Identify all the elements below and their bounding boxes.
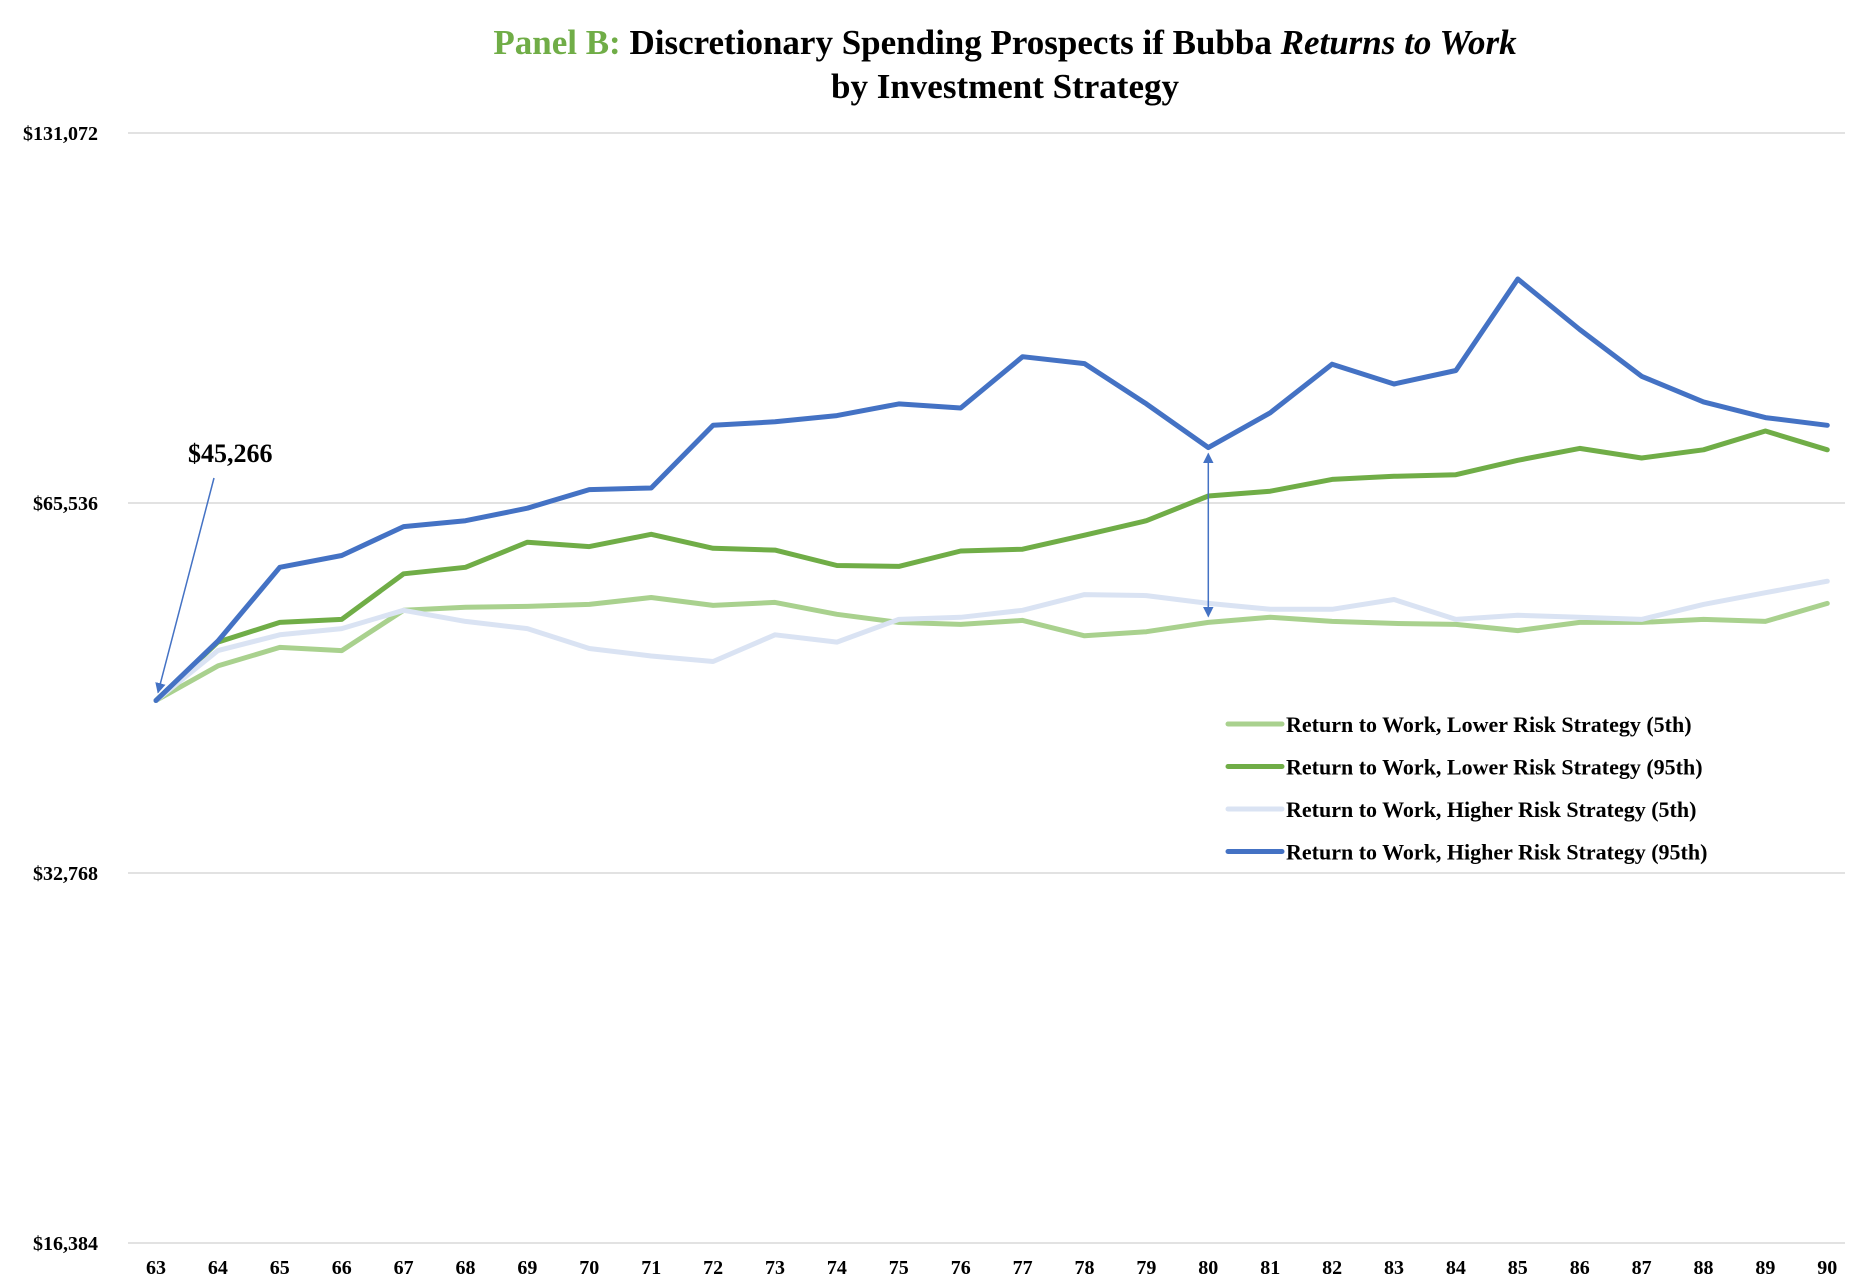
legend-label: Return to Work, Lower Risk Strategy (5th…	[1286, 712, 1692, 737]
annotation: $45,266	[155, 439, 1214, 694]
x-tick-label: 75	[889, 1257, 909, 1279]
legend-label: Return to Work, Higher Risk Strategy (5t…	[1286, 797, 1696, 822]
x-tick-label: 71	[641, 1257, 661, 1279]
x-tick-label: 72	[703, 1257, 723, 1279]
x-tick-label: 78	[1075, 1257, 1095, 1279]
x-tick-label: 70	[579, 1257, 599, 1279]
x-tick-label: 66	[332, 1257, 352, 1279]
y-axis: $16,384 $32,768 $65,536 $131,072	[23, 123, 98, 1255]
x-axis: 63 64 65 66 67 68 69 70 71 72 73 74 75 76 77 78 79 80 81 82…	[146, 1257, 1837, 1279]
x-tick-label: 77	[1013, 1257, 1033, 1279]
x-tick-label: 89	[1755, 1257, 1775, 1279]
x-tick-label: 67	[394, 1257, 414, 1279]
annotation-label: $45,266	[188, 439, 273, 468]
x-tick-label: 81	[1260, 1257, 1280, 1279]
x-tick-label: 86	[1570, 1257, 1590, 1279]
x-tick-label: 85	[1508, 1257, 1528, 1279]
gridlines	[128, 132, 1845, 1244]
series-line	[153, 595, 1830, 703]
x-tick-label: 63	[146, 1257, 166, 1279]
x-tick-label: 87	[1632, 1257, 1652, 1279]
x-tick-label: 82	[1322, 1257, 1342, 1279]
legend: Return to Work, Lower Risk Strategy (5th…	[1225, 712, 1707, 865]
legend-label: Return to Work, Higher Risk Strategy (95…	[1286, 840, 1707, 865]
title-panel-tag: Panel B:	[493, 23, 620, 62]
series-line	[153, 276, 1830, 703]
title-main-text: Discretionary Spending Prospects if Bubb…	[621, 23, 1281, 62]
series-line	[153, 428, 1830, 703]
x-tick-label: 69	[517, 1257, 537, 1279]
title-italic-text: Returns to Work	[1280, 23, 1518, 62]
x-tick-label: 65	[270, 1257, 290, 1279]
annotation-arrow	[155, 477, 215, 694]
x-tick-label: 76	[951, 1257, 971, 1279]
y-tick-label: $131,072	[23, 123, 98, 145]
x-tick-label: 88	[1694, 1257, 1714, 1279]
y-tick-label: $16,384	[33, 1233, 98, 1255]
x-tick-label: 80	[1198, 1257, 1218, 1279]
series-lines	[153, 276, 1830, 703]
legend-label: Return to Work, Lower Risk Strategy (95t…	[1286, 755, 1703, 780]
chart-subtitle: by Investment Strategy	[831, 67, 1180, 106]
x-tick-label: 74	[827, 1257, 847, 1279]
x-tick-label: 64	[208, 1257, 228, 1279]
chart-title: Panel B: Discretionary Spending Prospect…	[493, 23, 1517, 62]
x-tick-label: 73	[765, 1257, 785, 1279]
y-tick-label: $32,768	[33, 863, 98, 885]
x-tick-label: 83	[1384, 1257, 1404, 1279]
x-tick-label: 84	[1446, 1257, 1466, 1279]
x-tick-label: 68	[456, 1257, 476, 1279]
series-line	[153, 578, 1830, 703]
y-tick-label: $65,536	[33, 493, 98, 515]
x-tick-label: 90	[1817, 1257, 1837, 1279]
x-tick-label: 79	[1136, 1257, 1156, 1279]
